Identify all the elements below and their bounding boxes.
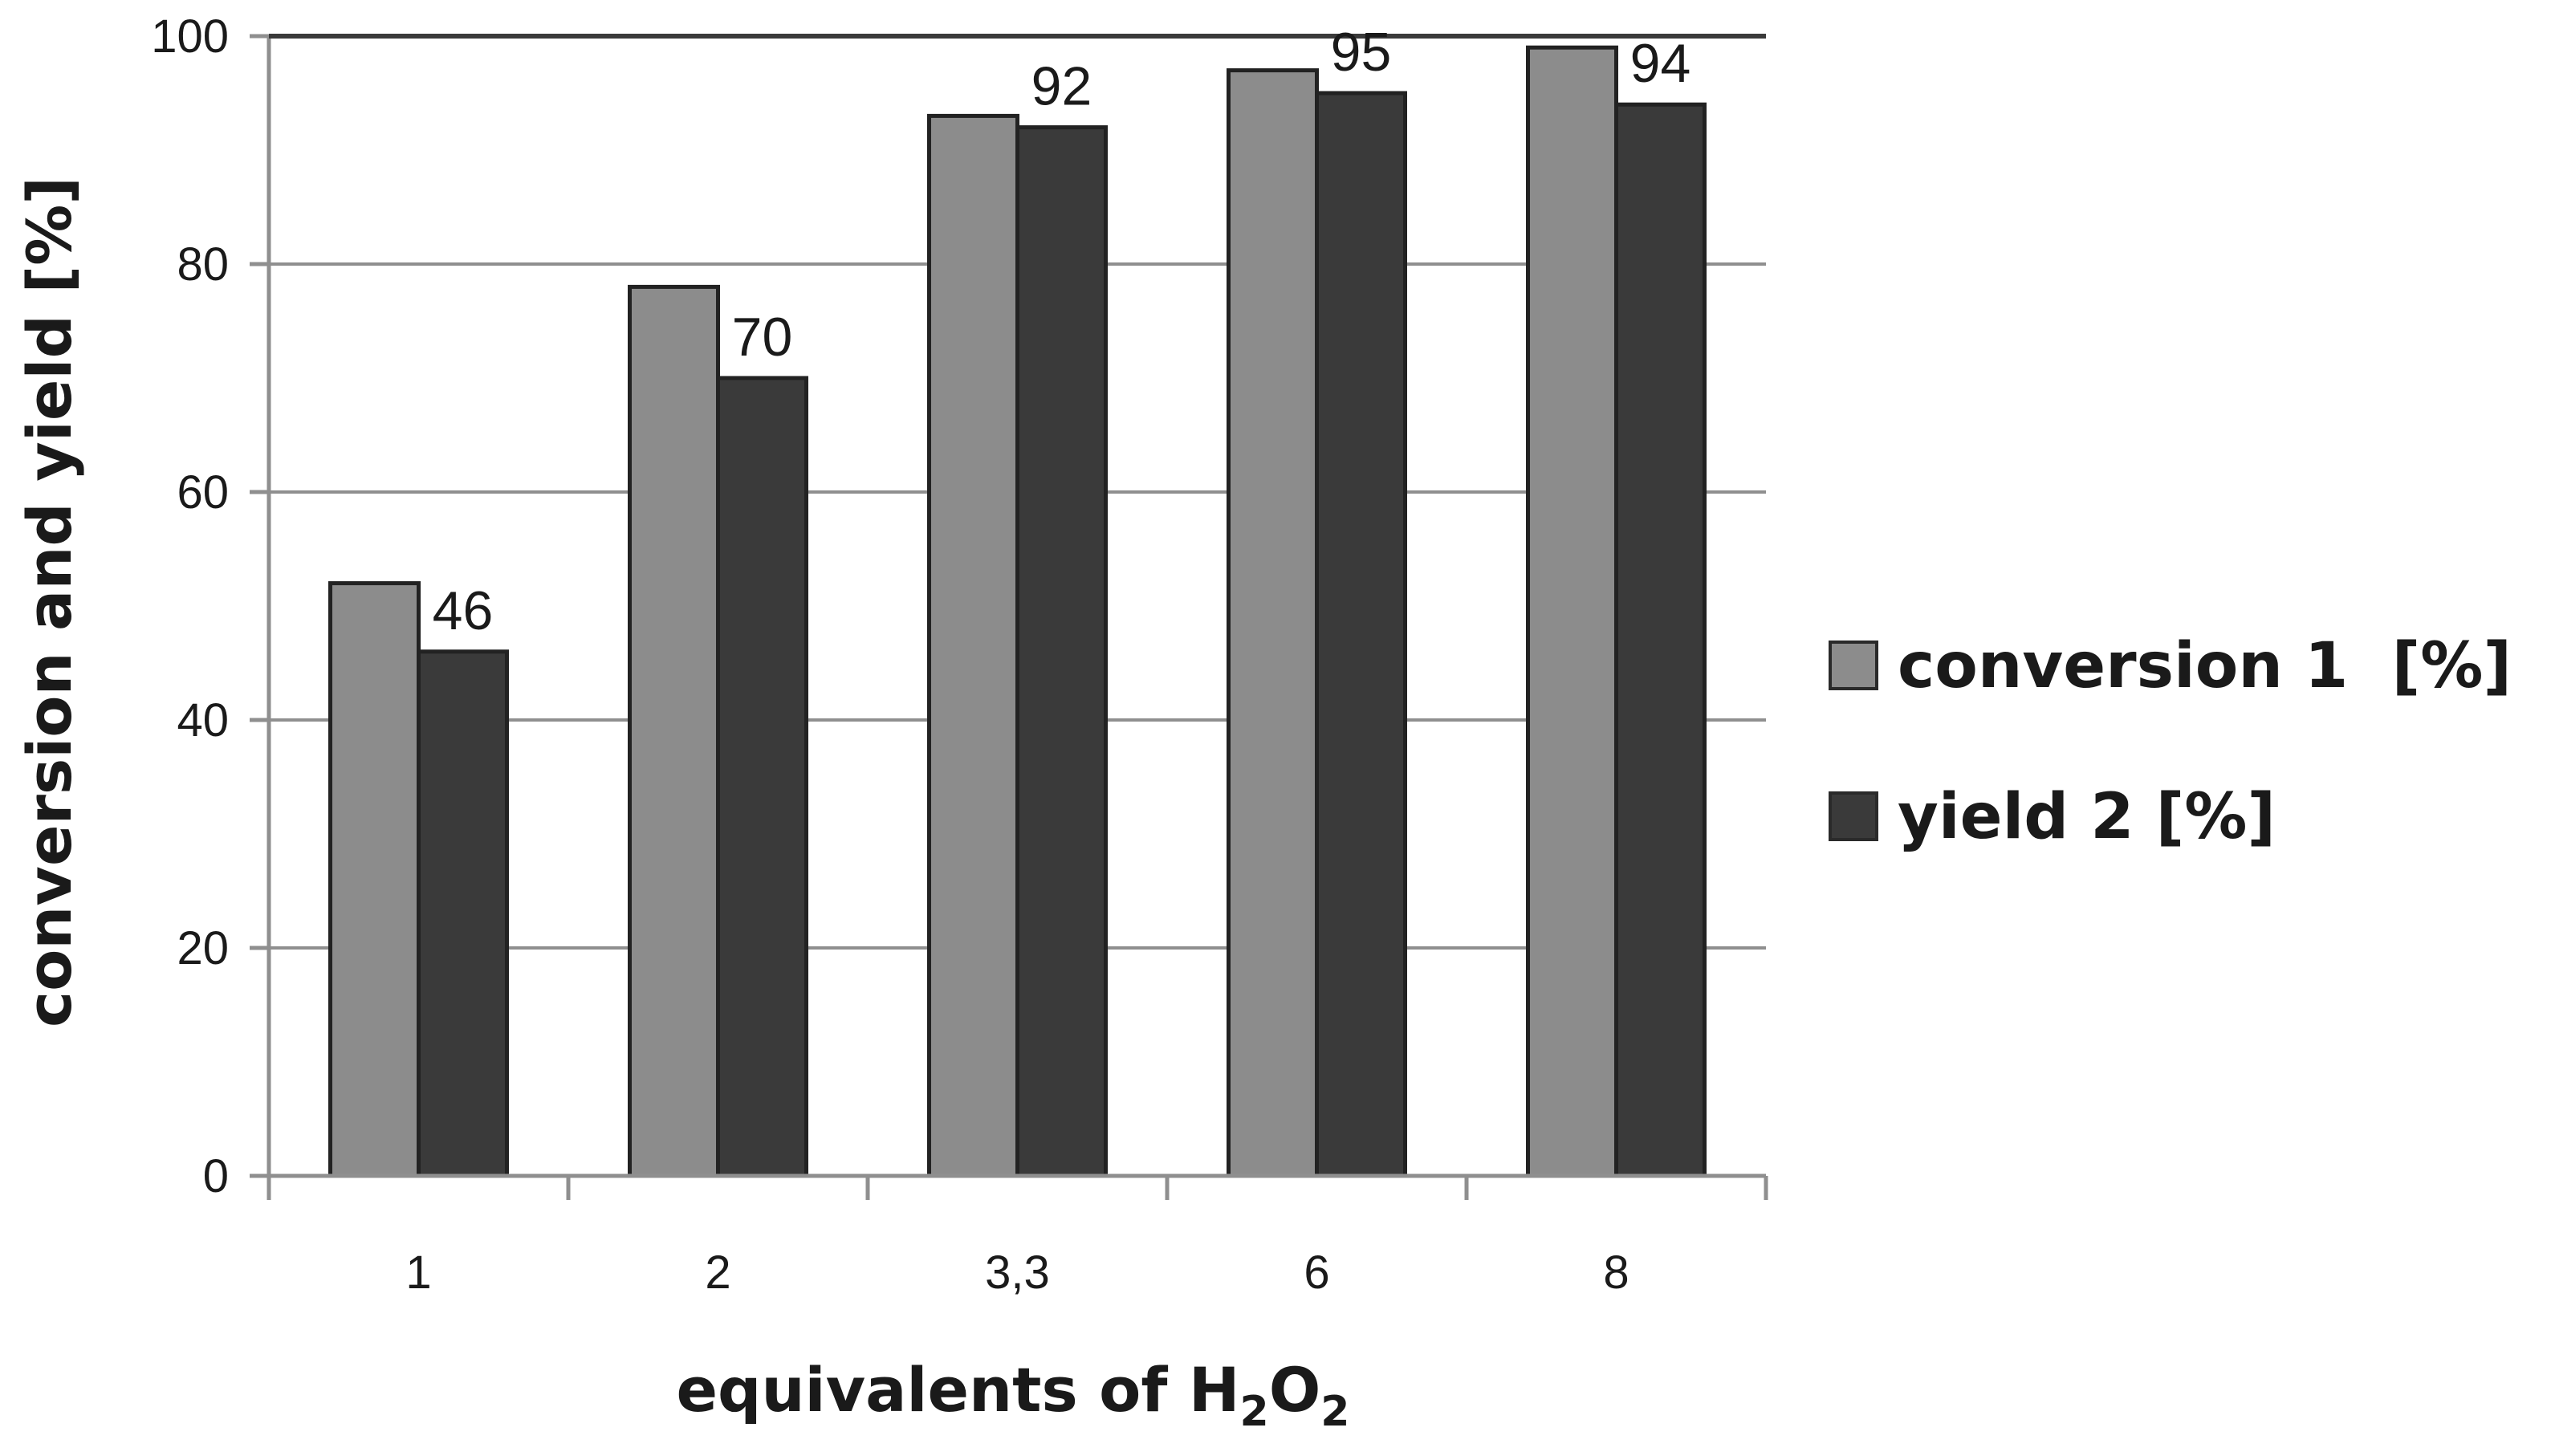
x-tick-label: 6 (1304, 1247, 1329, 1299)
data-label-yield: 95 (1331, 22, 1392, 83)
data-label-yield: 70 (732, 307, 793, 368)
bars (328, 45, 1707, 1178)
x-axis-title: equivalents of H2O2 (677, 1354, 1350, 1436)
x-tick-label: 8 (1603, 1247, 1629, 1299)
legend-swatch-yield (1829, 791, 1878, 841)
legend-swatch-conversion (1829, 641, 1878, 690)
y-tick-label: 20 (177, 922, 229, 974)
legend-label-conversion: conversion 1 [%] (1898, 630, 2512, 702)
x-axis-title-main: equivalents of H (677, 1354, 1240, 1425)
y-tick-label: 0 (203, 1150, 229, 1202)
data-label-yield: 46 (433, 580, 494, 641)
y-tick-label: 40 (177, 694, 229, 746)
bar-yield-1 (716, 376, 808, 1178)
bar-yield-3 (1315, 91, 1407, 1178)
legend-label-yield: yield 2 [%] (1898, 781, 2276, 853)
x-tick-label: 3,3 (985, 1247, 1050, 1299)
bar-conversion-0 (328, 581, 421, 1178)
data-label-yield: 92 (1031, 56, 1092, 117)
x-tick-label: 1 (405, 1247, 431, 1299)
data-label-yield: 94 (1630, 33, 1691, 94)
y-tick-label: 60 (177, 466, 229, 519)
bar-yield-4 (1614, 102, 1707, 1178)
legend: conversion 1 [%] yield 2 [%] (1829, 630, 2512, 853)
x-axis-title-sub2: 2 (1320, 1388, 1349, 1436)
y-tick-label: 80 (177, 238, 229, 291)
axes (250, 34, 1768, 1200)
bar-conversion-3 (1227, 68, 1319, 1178)
bar-yield-2 (1015, 125, 1108, 1178)
bar-yield-0 (417, 649, 509, 1178)
data-labels: 46 70 92 95 94 (433, 22, 1691, 641)
y-tick-label: 100 (151, 10, 229, 63)
x-axis-title-sub1: 2 (1240, 1388, 1269, 1436)
y-tick-labels: 0 20 40 60 80 100 (151, 10, 229, 1202)
x-tick-label: 2 (705, 1247, 730, 1299)
y-axis-title: conversion and yield [%] (14, 177, 85, 1027)
bar-conversion-2 (927, 113, 1019, 1178)
bar-conversion-1 (628, 284, 720, 1178)
x-tick-labels: 1 2 3,3 6 8 (405, 1247, 1629, 1299)
x-axis-title-mid: O (1269, 1354, 1321, 1425)
bar-conversion-4 (1526, 45, 1618, 1178)
